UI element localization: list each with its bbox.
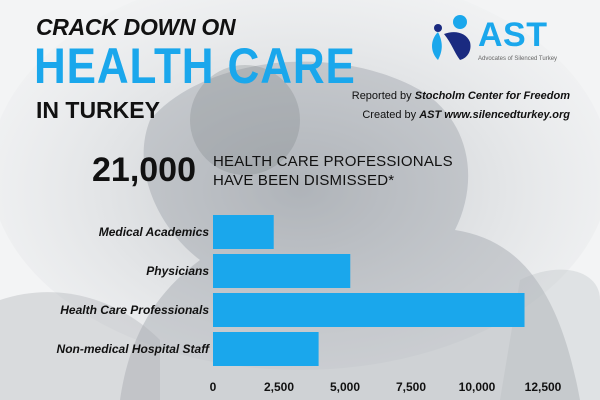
logo-name: AST <box>478 16 548 54</box>
logo-tagline: Advocates of Silenced Turkey <box>478 56 558 62</box>
headline-text: HEALTH CARE PROFESSIONALS HAVE BEEN DISM… <box>213 152 453 190</box>
category-label: Medical Academics <box>99 225 210 239</box>
header-line-1: CRACK DOWN ON <box>36 14 236 40</box>
category-label: Physicians <box>146 264 209 278</box>
created-by: Created by AST www.silencedturkey.org <box>362 109 570 121</box>
category-label: Health Care Professionals <box>60 303 209 317</box>
created-prefix: Created by <box>362 109 417 121</box>
headline-line-1: HEALTH CARE PROFESSIONALS <box>213 153 453 170</box>
bar-physicians <box>213 254 351 288</box>
x-tick-label: 5,000 <box>330 380 360 394</box>
header-line-2: HEALTH CARE <box>34 38 356 94</box>
reported-by: Reported by Stocholm Center for Freedom <box>352 90 570 102</box>
x-tick-label: 7,500 <box>396 380 426 394</box>
created-by-source: AST www.silencedturkey.org <box>419 109 570 121</box>
reported-by-source: Stocholm Center for Freedom <box>414 90 570 102</box>
bar-medical-academics <box>213 215 274 249</box>
bar-health-care-professionals <box>213 293 525 327</box>
headline-number: 21,000 <box>92 151 196 189</box>
x-tick-label: 2,500 <box>264 380 294 394</box>
x-tick-label: 12,500 <box>525 380 562 394</box>
headline-line-2: HAVE BEEN DISMISSED* <box>213 172 395 189</box>
category-label: Non-medical Hospital Staff <box>57 342 210 356</box>
x-tick-label: 0 <box>210 380 217 394</box>
dismissals-bar-chart: Medical Academics Physicians Health Care P… <box>57 215 562 394</box>
x-tick-label: 10,000 <box>459 380 496 394</box>
header-line-3: IN TURKEY <box>36 97 160 123</box>
ast-logo-icon <box>432 15 471 60</box>
bar-non-medical-hospital-staff <box>213 332 319 366</box>
reported-prefix: Reported by <box>351 90 412 102</box>
